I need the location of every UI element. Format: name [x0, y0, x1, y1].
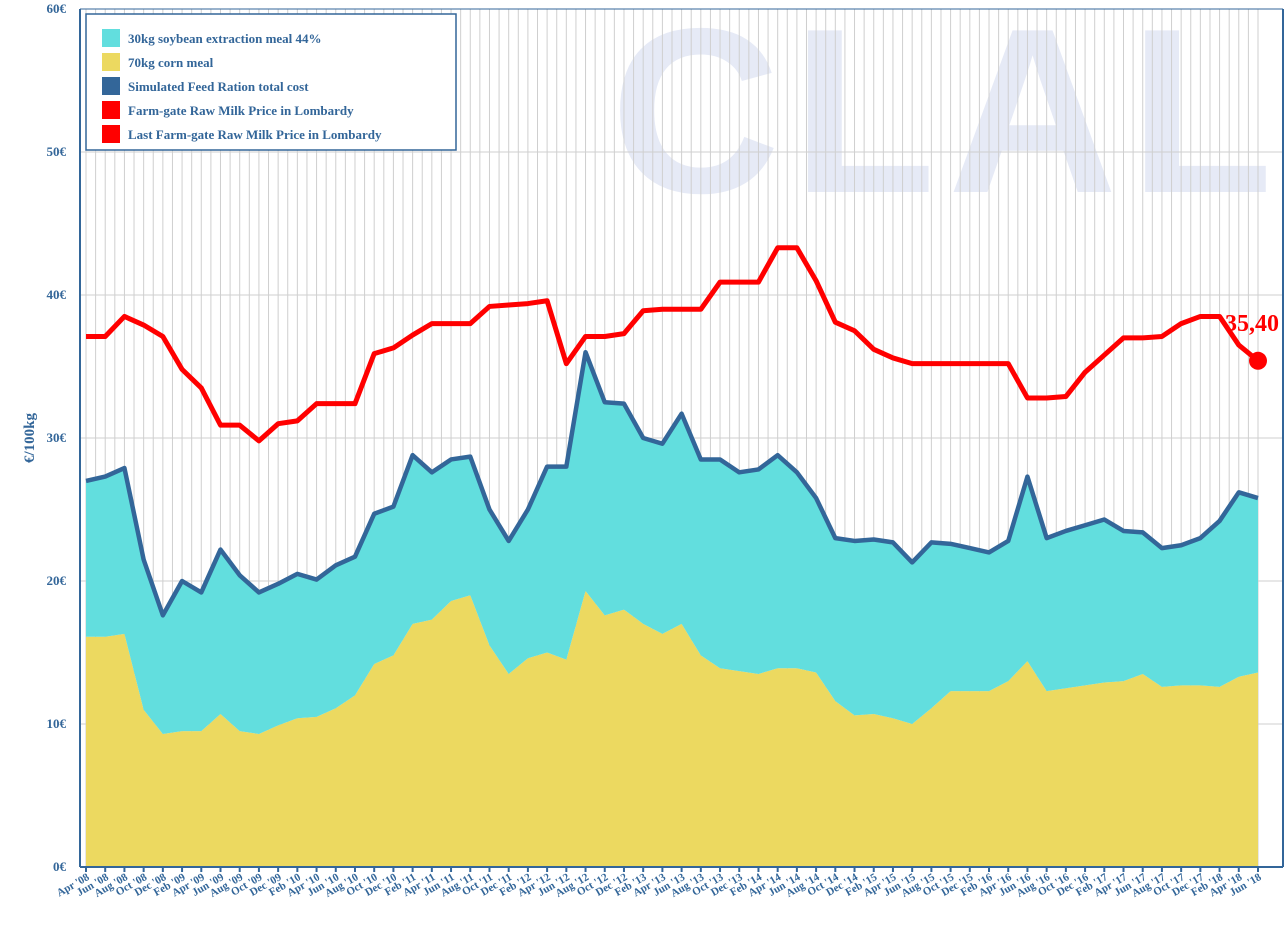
line — [86, 245, 1260, 444]
legend-label: Last Farm-gate Raw Milk Price in Lombard… — [128, 127, 382, 142]
y-tick-label: 50€ — [47, 144, 67, 159]
point — [1249, 351, 1267, 370]
area — [86, 591, 1258, 867]
legend-label: 30kg soybean extraction meal 44% — [128, 31, 322, 46]
watermark: CLAL — [610, 0, 1285, 242]
y-axis-label: €/100kg — [22, 412, 38, 463]
legend-swatch — [102, 125, 120, 143]
y-tick-label: 40€ — [47, 287, 67, 302]
legend-swatch — [102, 101, 120, 119]
y-tick-label: 20€ — [47, 573, 67, 588]
legend-swatch — [102, 29, 120, 47]
legend-swatch — [102, 53, 120, 71]
area — [86, 352, 1258, 735]
data-label: 35,40 — [1225, 311, 1279, 337]
legend — [85, 13, 457, 151]
y-tick-label: 10€ — [47, 716, 67, 731]
legend-label: Simulated Feed Ration total cost — [128, 79, 309, 94]
line — [85, 349, 1259, 618]
y-tick-label: 0€ — [53, 859, 67, 874]
y-tick-label: 60€ — [47, 1, 67, 16]
legend-label: 70kg corn meal — [128, 55, 214, 70]
legend-label: Farm-gate Raw Milk Price in Lombardy — [128, 103, 354, 118]
y-tick-label: 30€ — [47, 430, 67, 445]
legend-swatch — [102, 77, 120, 95]
